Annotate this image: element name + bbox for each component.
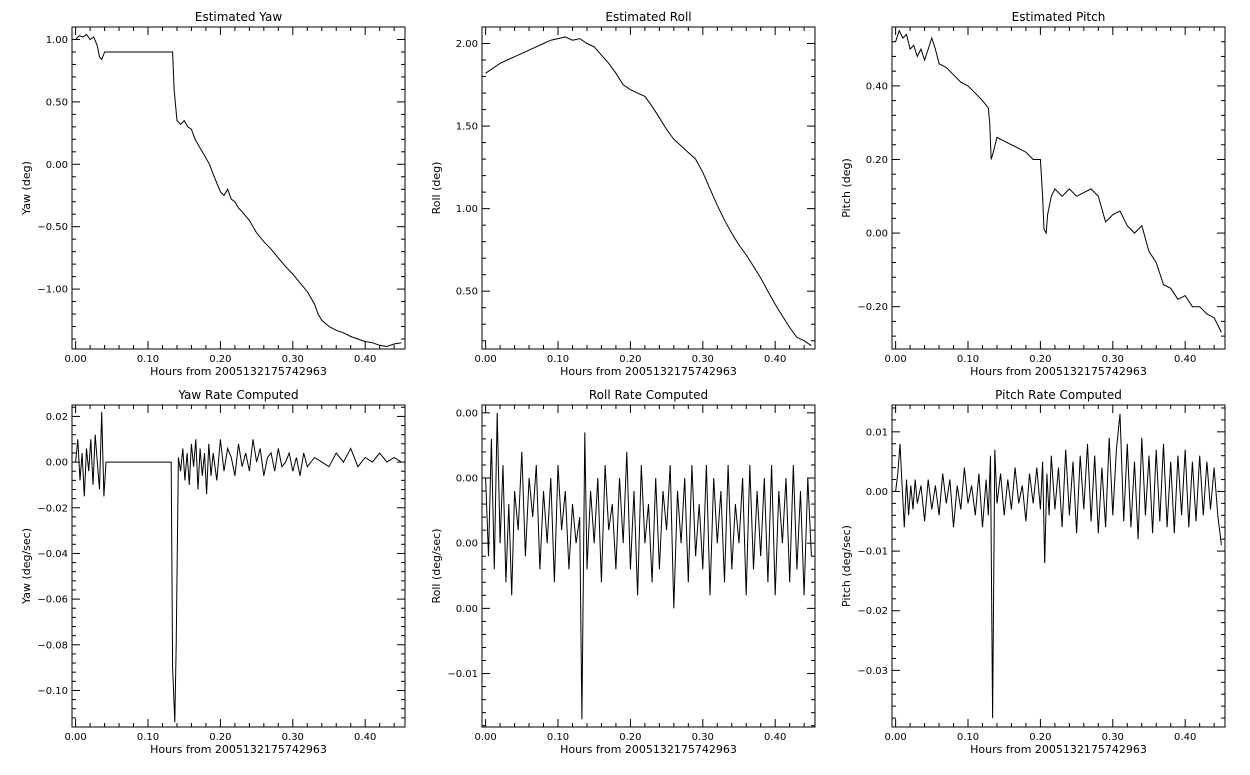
y-axis-label: Pitch (deg/sec) — [840, 525, 853, 607]
y-tick-label: −0.01 — [857, 547, 888, 558]
y-axis-label: Pitch (deg) — [840, 158, 853, 218]
x-tick-label: 0.20 — [619, 732, 641, 743]
y-tick-label: 0.40 — [866, 81, 888, 92]
series-line-pitch — [895, 29, 1222, 333]
x-tick-label: 0.00 — [474, 354, 496, 365]
chart-roll-rate: Roll Rate Computed Hours from 20051321757… — [430, 388, 816, 756]
x-tick-label: 0.10 — [957, 354, 979, 365]
y-tick-label: 1.50 — [456, 122, 478, 133]
chart-title: Yaw Rate Computed — [177, 388, 298, 402]
y-tick-label: −0.02 — [37, 503, 68, 514]
x-tick-label: 0.00 — [884, 732, 906, 743]
y-tick-label: 1.00 — [46, 35, 68, 46]
y-tick-label: −1.00 — [37, 285, 68, 296]
chart-title: Pitch Rate Computed — [995, 388, 1122, 402]
x-tick-label: 0.40 — [1174, 354, 1196, 365]
y-axis-label: Yaw (deg) — [20, 161, 33, 216]
x-tick-label: 0.40 — [764, 354, 786, 365]
y-tick-label: 0.00 — [46, 160, 68, 171]
y-axis-label: Yaw (deg/sec) — [20, 528, 33, 605]
y-tick-label: 0.00 — [866, 229, 888, 240]
y-tick-label: 1.00 — [456, 204, 478, 215]
chart-title: Estimated Roll — [605, 10, 691, 24]
y-tick-label: 0.00 — [456, 539, 478, 550]
y-tick-label: 0.50 — [456, 287, 478, 298]
x-tick-label: 0.10 — [957, 732, 979, 743]
y-tick-label: −0.08 — [37, 640, 68, 651]
x-tick-label: 0.20 — [1029, 354, 1051, 365]
x-tick-label: 0.00 — [884, 354, 906, 365]
x-tick-label: 0.40 — [354, 354, 376, 365]
y-tick-label: 0.00 — [46, 458, 68, 469]
y-tick-label: 0.01 — [866, 427, 888, 438]
x-tick-label: 0.40 — [764, 732, 786, 743]
x-axis-label: Hours from 2005132175742963 — [560, 365, 737, 378]
y-tick-label: −0.10 — [37, 686, 68, 697]
y-tick-label: −0.01 — [447, 669, 478, 680]
y-tick-label: −0.06 — [37, 595, 68, 606]
y-tick-label: −0.50 — [37, 222, 68, 233]
chart-title: Roll Rate Computed — [589, 388, 708, 402]
x-tick-label: 0.40 — [1174, 732, 1196, 743]
x-tick-label: 0.20 — [209, 732, 231, 743]
x-tick-label: 0.10 — [137, 354, 159, 365]
y-tick-label: 0.20 — [866, 155, 888, 166]
y-tick-label: −0.03 — [857, 666, 888, 677]
chart-pitch: Estimated Pitch Hours from 20051321757429… — [840, 10, 1226, 378]
x-tick-label: 0.10 — [137, 732, 159, 743]
plot-frame — [891, 404, 1226, 728]
series-line-roll — [485, 36, 812, 347]
plot-frame — [481, 404, 816, 728]
chart-title: Estimated Yaw — [195, 10, 282, 24]
x-axis-label: Hours from 2005132175742963 — [560, 743, 737, 756]
y-tick-label: 0.00 — [866, 487, 888, 498]
x-axis-label: Hours from 2005132175742963 — [970, 743, 1147, 756]
x-tick-label: 0.30 — [1102, 354, 1124, 365]
y-tick-label: 0.50 — [46, 97, 68, 108]
x-tick-label: 0.30 — [1102, 732, 1124, 743]
x-tick-label: 0.20 — [619, 354, 641, 365]
chart-yaw: Estimated Yaw Hours from 2005132175742963… — [20, 10, 406, 378]
y-axis-label: Roll (deg) — [430, 162, 443, 215]
y-tick-label: −0.02 — [857, 606, 888, 617]
chart-title: Estimated Pitch — [1012, 10, 1106, 24]
chart-pitch-rate: Pitch Rate Computed Hours from 2005132175… — [840, 388, 1226, 756]
plot-frame — [71, 404, 406, 728]
plot-frame — [481, 26, 816, 350]
y-tick-label: −0.20 — [857, 302, 888, 313]
x-tick-label: 0.30 — [282, 354, 304, 365]
x-tick-label: 0.20 — [209, 354, 231, 365]
y-tick-label: −0.04 — [37, 549, 68, 560]
x-tick-label: 0.10 — [547, 732, 569, 743]
x-axis-label: Hours from 2005132175742963 — [970, 365, 1147, 378]
x-tick-label: 0.00 — [64, 732, 86, 743]
plot-frame — [891, 26, 1226, 350]
y-tick-label: 0.00 — [456, 474, 478, 485]
x-tick-label: 0.40 — [354, 732, 376, 743]
x-tick-label: 0.00 — [64, 354, 86, 365]
y-tick-label: 0.02 — [46, 412, 68, 423]
series-line-yaw-rate — [75, 411, 402, 723]
x-tick-label: 0.10 — [547, 354, 569, 365]
y-axis-label: Roll (deg/sec) — [430, 528, 443, 603]
chart-roll: Estimated Roll Hours from 200513217574296… — [430, 10, 816, 378]
y-tick-label: 0.00 — [456, 408, 478, 419]
x-axis-label: Hours from 2005132175742963 — [150, 365, 327, 378]
y-tick-label: 0.00 — [456, 604, 478, 615]
x-tick-label: 0.30 — [692, 732, 714, 743]
series-line-pitch-rate — [895, 413, 1222, 719]
plot-frame — [71, 26, 406, 350]
x-tick-label: 0.20 — [1029, 732, 1051, 743]
series-line-yaw — [75, 33, 402, 348]
x-tick-label: 0.30 — [692, 354, 714, 365]
x-axis-label: Hours from 2005132175742963 — [150, 743, 327, 756]
y-tick-label: 2.00 — [456, 39, 478, 50]
x-tick-label: 0.30 — [282, 732, 304, 743]
series-line-roll-rate — [485, 412, 812, 720]
chart-yaw-rate: Yaw Rate Computed Hours from 200513217574… — [20, 388, 406, 756]
x-tick-label: 0.00 — [474, 732, 496, 743]
